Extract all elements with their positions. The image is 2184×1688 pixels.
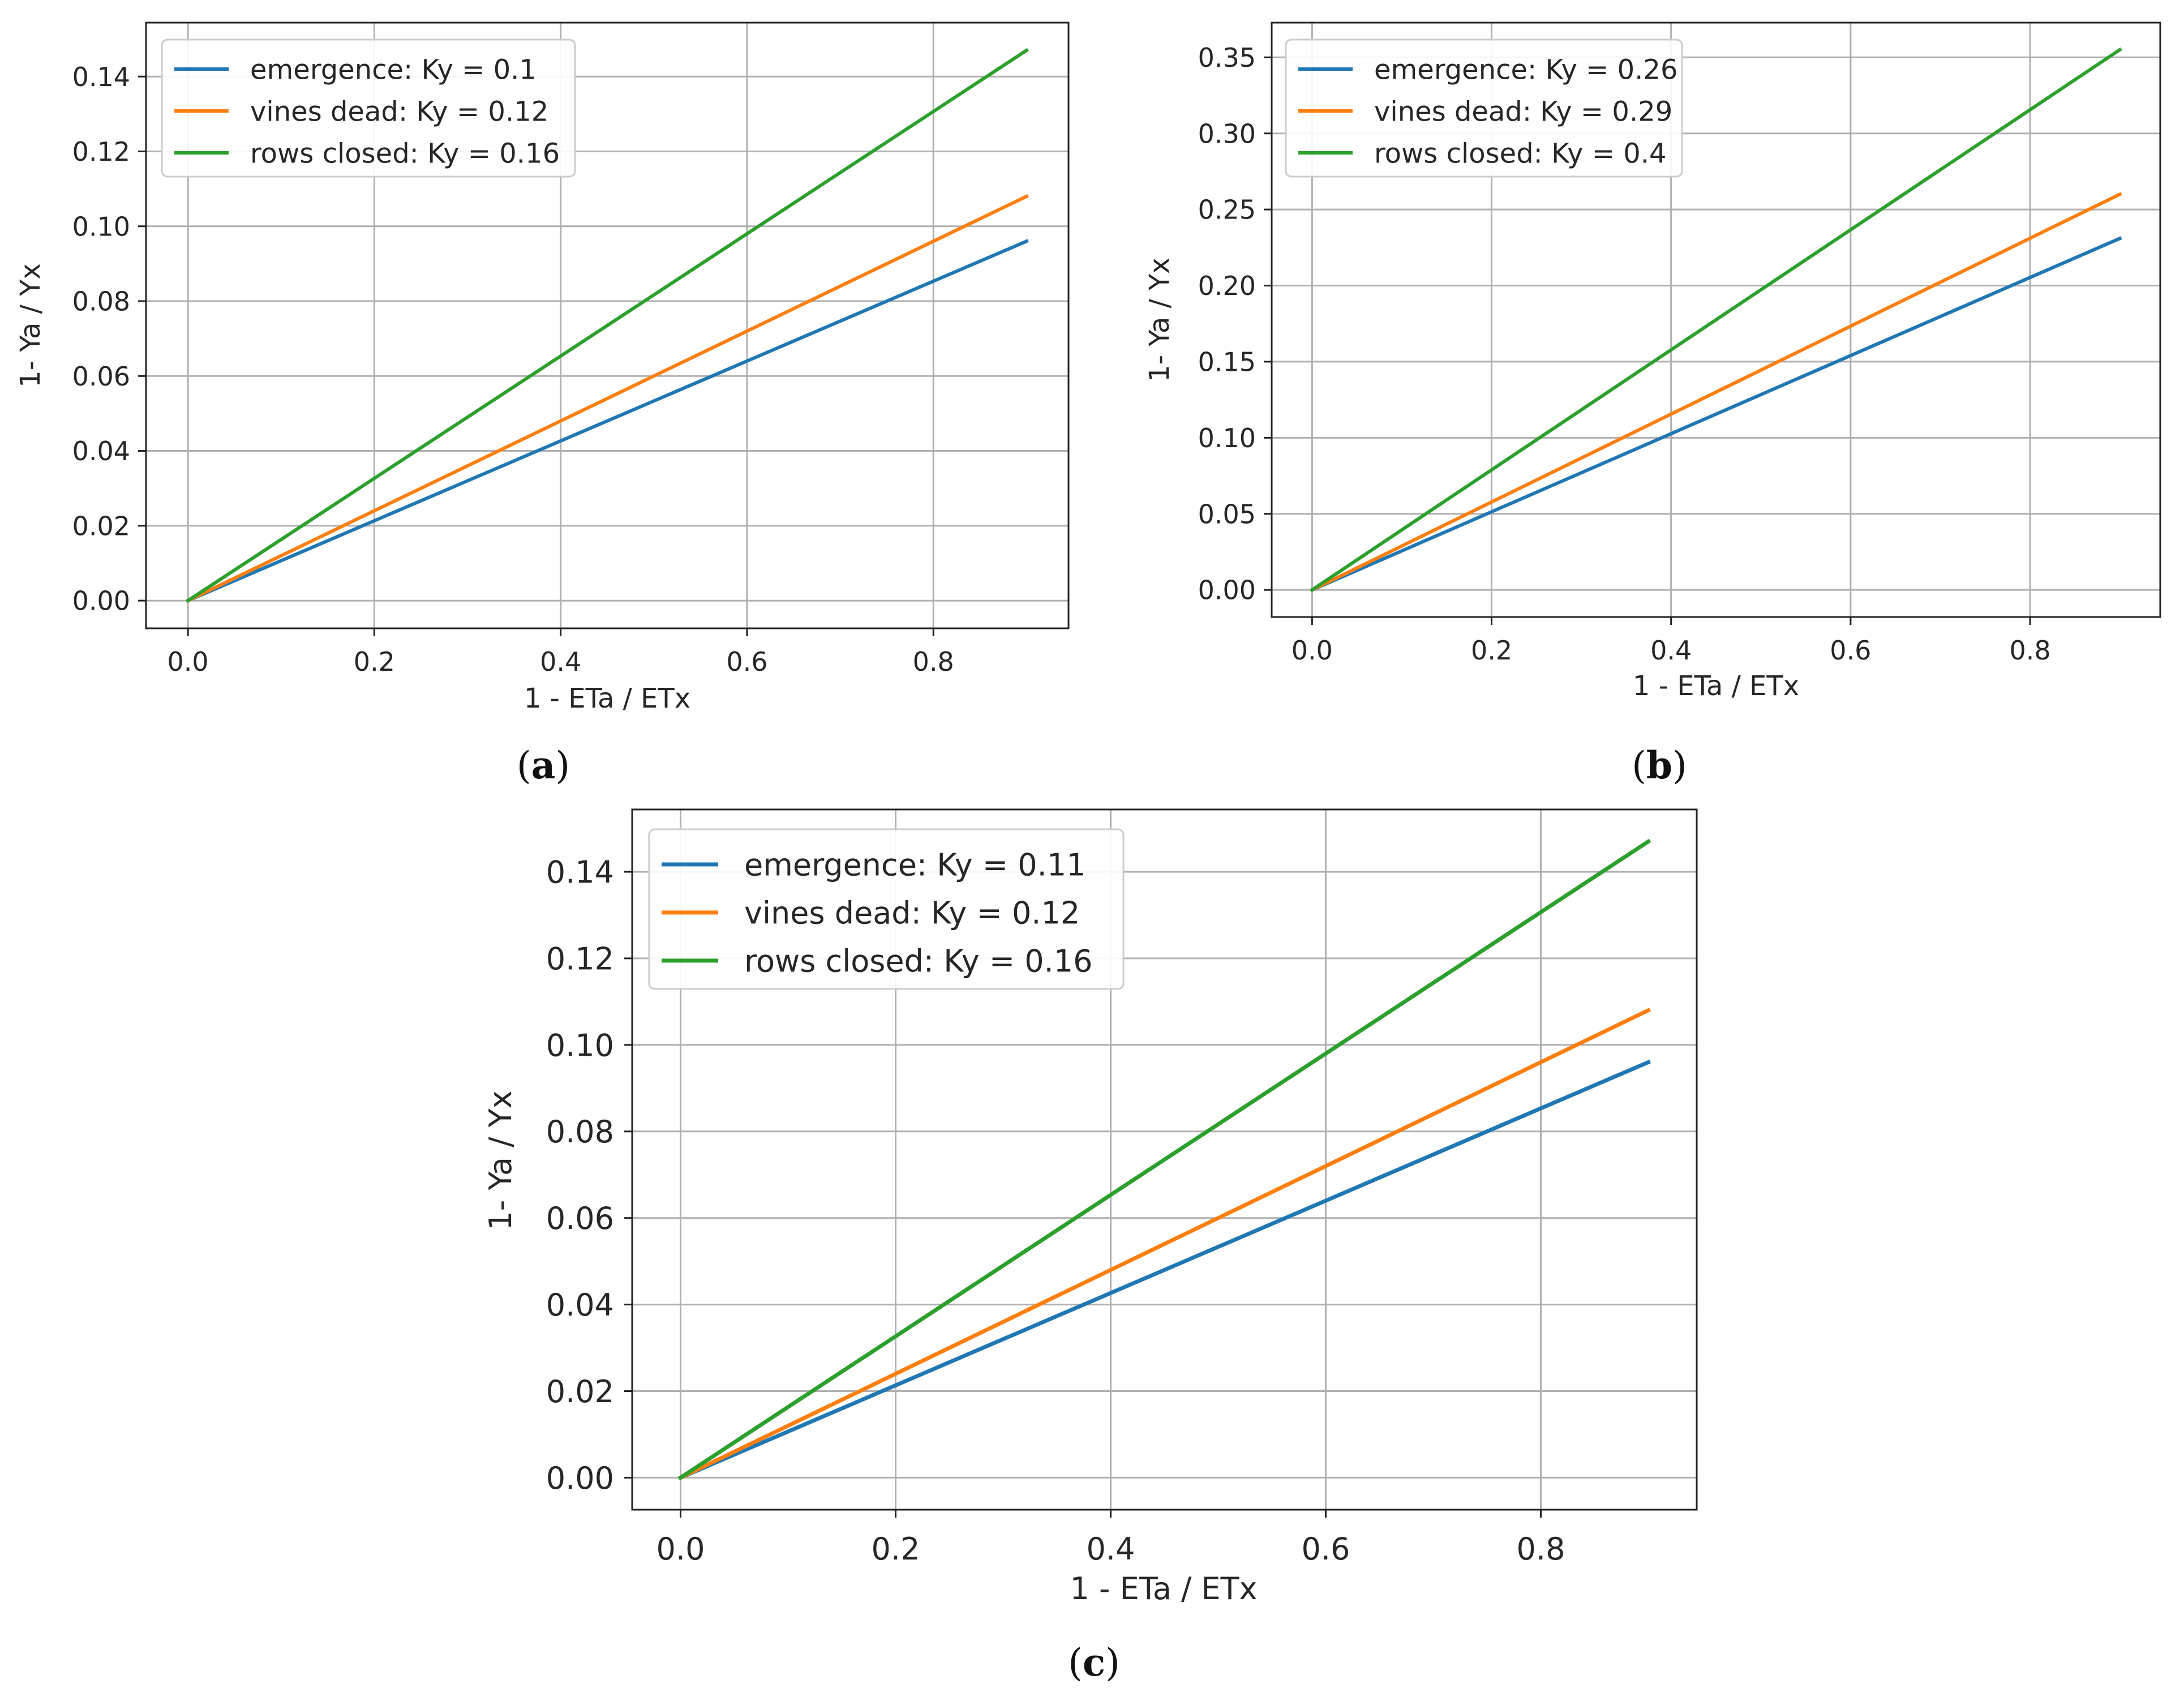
y-tick-label: 0.08 bbox=[546, 1114, 614, 1150]
legend: emergence: Ky = 0.26 vines dead: Ky = 0.2… bbox=[1285, 38, 1683, 178]
y-tick-label: 0.15 bbox=[1198, 346, 1256, 377]
legend-label-1: emergence: Ky = 0.26 bbox=[1374, 54, 1677, 85]
axes-frame bbox=[631, 808, 1698, 1511]
x-tick-label: 0.6 bbox=[1302, 1531, 1350, 1567]
y-tick-label: 0.12 bbox=[72, 136, 130, 167]
x-axis-label: 1 - ETa / ETx bbox=[1633, 670, 1799, 702]
y-tick-label: 0.35 bbox=[1198, 42, 1256, 73]
legend-label-3: rows closed: Ky = 0.16 bbox=[744, 943, 1093, 979]
panel-caption: (b) bbox=[1632, 743, 1687, 787]
series-line-2 bbox=[1310, 192, 2122, 593]
y-tick-label: 0.14 bbox=[72, 62, 130, 92]
caption-close: ) bbox=[555, 744, 570, 787]
y-tick-label: 0.00 bbox=[546, 1460, 614, 1496]
x-axis-label: 1 - ETa / ETx bbox=[1070, 1571, 1257, 1606]
y-tick-label: 0.14 bbox=[546, 855, 614, 890]
series-line-3 bbox=[185, 48, 1029, 603]
x-tick-label: 0.0 bbox=[1291, 635, 1333, 666]
legend-box bbox=[161, 38, 576, 178]
y-tick-label: 0.20 bbox=[1198, 271, 1256, 301]
x-tick-label: 0.6 bbox=[726, 646, 767, 677]
y-tick-label: 0.12 bbox=[546, 941, 614, 976]
y-tick-label: 0.05 bbox=[1198, 499, 1256, 529]
x-tick-label: 0.6 bbox=[1830, 635, 1871, 666]
y-tick-label: 0.10 bbox=[1198, 423, 1256, 453]
x-tick-label: 0.8 bbox=[2009, 635, 2050, 666]
legend-box bbox=[1285, 38, 1683, 178]
legend: emergence: Ky = 0.11 vines dead: Ky = 0.1… bbox=[648, 828, 1125, 990]
caption-letter: a bbox=[531, 743, 556, 787]
chart-panel-a: 0.0 0.2 0.4 0.6 0.8 0.00 0.02 0.04 0.06 0.08 0.10 0… bbox=[15, 22, 1070, 787]
x-tick-label: 0.0 bbox=[168, 646, 209, 677]
x-tick-label: 0.4 bbox=[1087, 1531, 1135, 1567]
legend-label-2: vines dead: Ky = 0.12 bbox=[744, 895, 1080, 931]
series-line-2 bbox=[677, 1008, 1651, 1481]
x-tick-label: 0.8 bbox=[913, 646, 954, 677]
legend-box bbox=[648, 828, 1125, 990]
y-axis-label: 1- Ya / Yx bbox=[15, 263, 46, 388]
axes-frame bbox=[1271, 22, 2161, 618]
y-tick-label: 0.00 bbox=[1198, 575, 1256, 606]
legend-label-1: emergence: Ky = 0.11 bbox=[744, 847, 1086, 882]
legend-label-2: vines dead: Ky = 0.29 bbox=[1374, 96, 1672, 127]
y-axis-label: 1- Ya / Yx bbox=[483, 1090, 518, 1230]
chart-panel-b: 0.0 0.2 0.4 0.6 0.8 0.00 0.05 0.10 0.15 0.20 0.25 0… bbox=[1144, 22, 2161, 787]
caption-letter: b bbox=[1646, 743, 1672, 787]
y-tick-label: 0.04 bbox=[546, 1287, 614, 1323]
y-axis-label: 1- Ya / Yx bbox=[1144, 258, 1175, 382]
caption-open: ( bbox=[517, 744, 531, 787]
x-tick-label: 0.4 bbox=[540, 646, 581, 677]
caption-open: ( bbox=[1068, 1641, 1083, 1685]
y-tick-label: 0.02 bbox=[72, 511, 130, 541]
caption-letter: c bbox=[1083, 1640, 1105, 1685]
legend: emergence: Ky = 0.1 vines dead: Ky = 0.12… bbox=[161, 38, 576, 178]
series-line-1 bbox=[1310, 236, 2122, 593]
legend-label-1: emergence: Ky = 0.1 bbox=[250, 54, 537, 85]
y-tick-label: 0.08 bbox=[72, 286, 130, 317]
series-line-1 bbox=[677, 1059, 1651, 1481]
x-tick-label: 0.2 bbox=[872, 1531, 920, 1567]
x-tick-label: 0.4 bbox=[1650, 635, 1692, 666]
caption-open: ( bbox=[1632, 744, 1646, 787]
panel-caption: (a) bbox=[517, 743, 570, 787]
x-tick-label: 0.2 bbox=[354, 646, 395, 677]
panel-caption: (c) bbox=[1068, 1640, 1120, 1685]
legend-label-3: rows closed: Ky = 0.16 bbox=[250, 138, 560, 169]
y-tick-label: 0.02 bbox=[546, 1374, 614, 1409]
y-tick-label: 0.25 bbox=[1198, 195, 1256, 225]
legend-label-3: rows closed: Ky = 0.4 bbox=[1374, 138, 1667, 169]
axes-frame bbox=[145, 22, 1070, 629]
y-tick-label: 0.04 bbox=[72, 436, 130, 466]
caption-close: ) bbox=[1105, 1641, 1120, 1685]
series-line-2 bbox=[186, 194, 1029, 603]
y-tick-label: 0.10 bbox=[546, 1027, 614, 1063]
x-tick-label: 0.0 bbox=[657, 1531, 705, 1567]
legend-label-2: vines dead: Ky = 0.12 bbox=[250, 96, 548, 127]
series-line-3 bbox=[677, 838, 1651, 1481]
y-tick-label: 0.00 bbox=[72, 586, 130, 616]
chart-panel-c: 0.0 0.2 0.4 0.6 0.8 0.00 0.02 0.04 0.06 0.08 0.10 0… bbox=[483, 808, 1698, 1685]
series-line-3 bbox=[1310, 47, 2122, 593]
y-tick-label: 0.06 bbox=[72, 361, 130, 392]
y-tick-label: 0.10 bbox=[72, 211, 130, 242]
x-axis-label: 1 - ETa / ETx bbox=[524, 683, 690, 714]
y-tick-label: 0.06 bbox=[546, 1201, 614, 1236]
x-tick-label: 0.2 bbox=[1471, 635, 1512, 666]
x-tick-label: 0.8 bbox=[1517, 1531, 1565, 1567]
caption-close: ) bbox=[1672, 744, 1687, 787]
series-line-1 bbox=[186, 239, 1029, 603]
y-tick-label: 0.30 bbox=[1198, 118, 1256, 149]
